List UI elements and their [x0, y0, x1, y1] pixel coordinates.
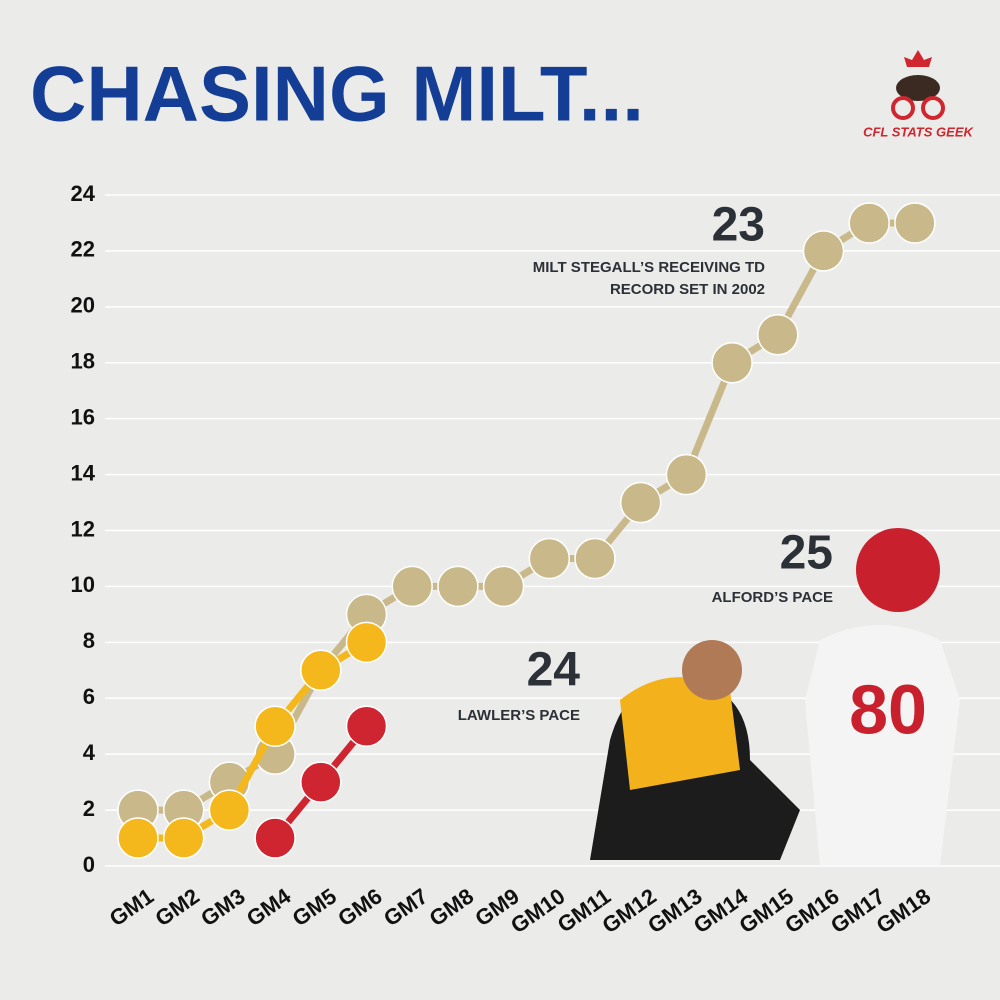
annotation-number: 25: [780, 527, 833, 580]
data-point: [848, 202, 890, 244]
y-tick-label: 0: [83, 852, 95, 877]
player-photos: 80: [590, 528, 960, 865]
data-point: [300, 649, 342, 692]
data-point: [117, 817, 159, 859]
y-tick-label: 14: [71, 460, 96, 485]
data-point: [802, 230, 845, 272]
annotation-text: MILT STEGALL’S RECEIVING TD: [533, 259, 765, 276]
data-point: [345, 705, 388, 747]
data-point: [391, 565, 433, 608]
y-tick-label: 6: [83, 684, 95, 709]
data-point: [665, 453, 708, 496]
annotation-text: ALFORD’S PACE: [712, 589, 833, 606]
data-point: [208, 789, 251, 831]
y-tick-label: 10: [71, 572, 95, 597]
data-point: [894, 202, 936, 244]
data-point: [345, 621, 388, 664]
y-tick-label: 18: [71, 349, 95, 374]
data-point: [619, 481, 662, 524]
brand: CFL STATS GEEK: [863, 124, 974, 139]
data-point: [254, 817, 296, 859]
data-point: [482, 565, 525, 608]
data-point: [162, 817, 205, 859]
y-tick-label: 8: [83, 628, 95, 653]
y-tick-label: 16: [71, 404, 95, 429]
logo: [891, 50, 945, 120]
data-point: [711, 342, 753, 384]
y-tick-label: 22: [71, 237, 95, 262]
svg-text:80: 80: [849, 670, 927, 748]
annotation-text: LAWLER’S PACE: [458, 707, 580, 724]
data-point: [300, 761, 342, 803]
data-point: [528, 537, 571, 580]
annotation-text: RECORD SET IN 2002: [610, 281, 765, 298]
y-tick-label: 2: [83, 796, 95, 821]
y-tick-label: 12: [71, 516, 95, 541]
data-point: [574, 537, 616, 580]
data-point: [757, 314, 799, 356]
annotation-number: 24: [527, 644, 581, 697]
y-tick-label: 4: [83, 740, 96, 765]
y-tick-label: 24: [71, 181, 96, 206]
y-tick-label: 20: [71, 293, 95, 318]
annotation-number: 23: [712, 199, 765, 252]
data-point: [437, 565, 479, 608]
data-point: [254, 705, 296, 747]
chart-title: CHASING MILT...: [30, 50, 644, 138]
